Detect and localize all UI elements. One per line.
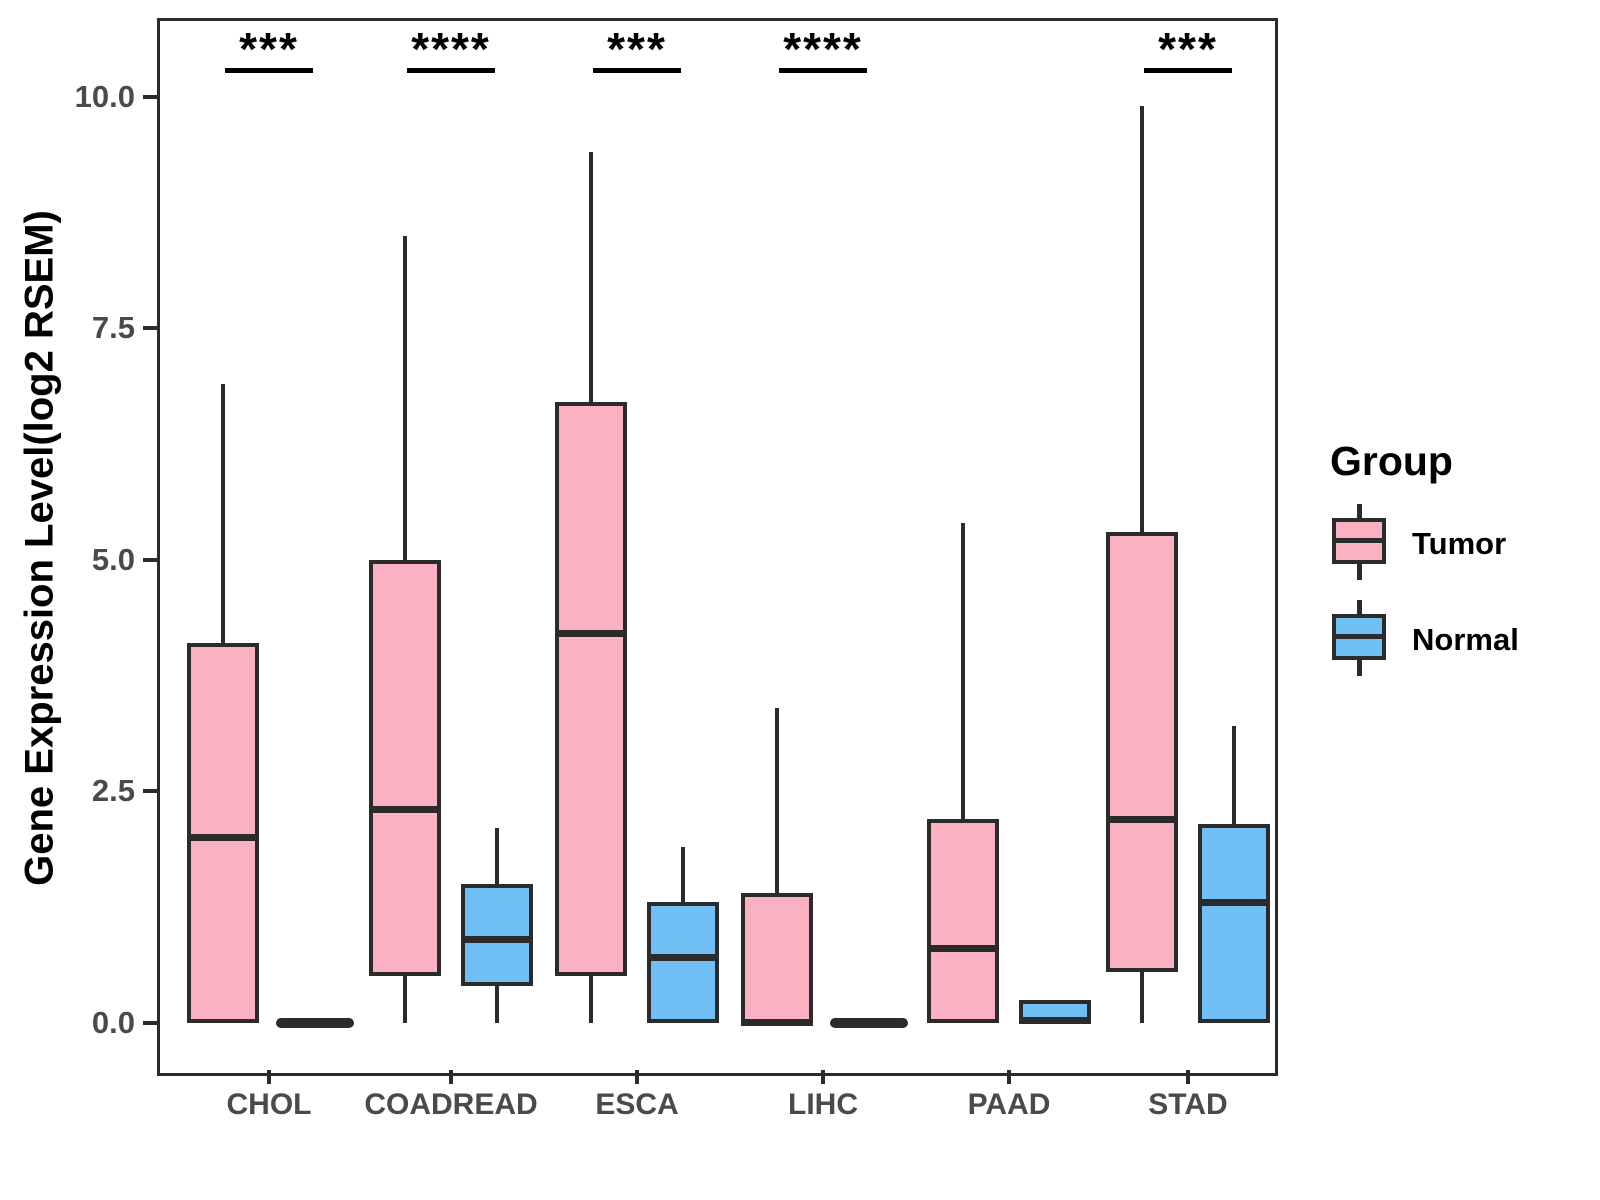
boxplot-stad-tumor-upper-whisker bbox=[1140, 105, 1144, 532]
legend-glyph-upper-whisker bbox=[1356, 504, 1362, 518]
legend-entry-normal: Normal bbox=[1330, 599, 1519, 681]
x-tick-label: ESCA bbox=[595, 1088, 679, 1121]
boxplot-lihc-tumor-box bbox=[741, 893, 813, 1023]
legend-title: Group bbox=[1330, 438, 1453, 484]
x-tick-label: STAD bbox=[1148, 1088, 1228, 1121]
significance-bar-chol bbox=[225, 68, 313, 73]
y-tick-label: 10.0 bbox=[74, 78, 135, 114]
boxplot-stad-tumor-box bbox=[1106, 531, 1178, 972]
y-tick-label: 2.5 bbox=[91, 773, 135, 809]
legend-glyph-median bbox=[1332, 538, 1386, 543]
boxplot-coadread-tumor-median bbox=[369, 806, 441, 814]
y-tick-mark bbox=[143, 94, 157, 99]
boxplot-coadread-normal-median bbox=[461, 935, 533, 943]
boxplot-stad-normal-box bbox=[1198, 823, 1270, 1023]
boxplot-paad-normal-median bbox=[1019, 1017, 1091, 1025]
legend-glyph-median bbox=[1332, 634, 1386, 639]
legend-entries: Tumor Normal bbox=[1330, 503, 1519, 681]
y-tick-label: 7.5 bbox=[91, 310, 135, 346]
boxplot-esca-tumor-lower-whisker bbox=[589, 976, 593, 1023]
boxplot-esca-normal-box bbox=[647, 902, 719, 1023]
legend-glyph-lower-whisker bbox=[1356, 564, 1362, 580]
significance-bar-coadread bbox=[407, 68, 495, 73]
y-tick-label: 5.0 bbox=[91, 541, 135, 577]
boxplot-chol-tumor-upper-whisker bbox=[221, 383, 225, 644]
boxplot-lihc-tumor-upper-whisker bbox=[775, 707, 779, 894]
x-tick-mark bbox=[267, 1070, 271, 1084]
significance-bar-esca bbox=[593, 68, 681, 73]
boxplot-coadread-normal-lower-whisker bbox=[495, 985, 499, 1023]
significance-stars-lihc: **** bbox=[783, 23, 863, 75]
plot-panel bbox=[157, 18, 1278, 1076]
legend: Group Tumor Normal bbox=[1330, 438, 1519, 695]
boxplot-esca-tumor-box bbox=[555, 402, 627, 977]
y-tick-mark bbox=[143, 326, 157, 331]
x-tick-label: LIHC bbox=[788, 1088, 858, 1121]
boxplot-coadread-normal-upper-whisker bbox=[495, 828, 499, 884]
boxplot-chol-tumor-median bbox=[187, 834, 259, 842]
y-tick-label: 0.0 bbox=[91, 1004, 135, 1040]
legend-boxplot-icon bbox=[1330, 600, 1388, 680]
significance-bar-stad bbox=[1144, 68, 1232, 73]
boxplot-coadread-tumor-box bbox=[369, 559, 441, 977]
boxplot-coadread-tumor-lower-whisker bbox=[403, 976, 407, 1023]
x-tick-label: PAAD bbox=[967, 1088, 1051, 1121]
boxplot-coadread-normal-box bbox=[461, 883, 533, 986]
x-tick-mark bbox=[1186, 1070, 1190, 1084]
legend-label: Tumor bbox=[1412, 526, 1507, 561]
boxplot-esca-normal-upper-whisker bbox=[681, 846, 685, 903]
boxplot-esca-tumor-upper-whisker bbox=[589, 152, 593, 403]
boxplot-esca-tumor-median bbox=[555, 630, 627, 638]
boxplot-esca-normal-median bbox=[647, 954, 719, 962]
significance-bar-lihc bbox=[779, 68, 867, 73]
legend-glyph-upper-whisker bbox=[1356, 600, 1362, 614]
boxplot-stad-tumor-median bbox=[1106, 815, 1178, 823]
y-tick-mark bbox=[143, 557, 157, 562]
x-tick-mark bbox=[635, 1070, 639, 1084]
boxplot-chol-normal-flat bbox=[276, 1017, 354, 1028]
significance-stars-coadread: **** bbox=[411, 23, 491, 75]
x-tick-label: COADREAD bbox=[364, 1088, 538, 1121]
x-tick-mark bbox=[821, 1070, 825, 1084]
legend-label: Normal bbox=[1412, 622, 1519, 657]
legend-boxplot-icon bbox=[1330, 504, 1388, 584]
boxplot-stad-normal-median bbox=[1198, 898, 1270, 906]
boxplot-paad-tumor-median bbox=[927, 945, 999, 953]
x-tick-mark bbox=[1007, 1070, 1011, 1084]
significance-stars-stad: *** bbox=[1158, 23, 1218, 75]
significance-stars-chol: *** bbox=[239, 23, 299, 75]
boxplot-chol-tumor-box bbox=[187, 643, 259, 1023]
legend-entry-tumor: Tumor bbox=[1330, 503, 1519, 585]
boxplot-stad-tumor-lower-whisker bbox=[1140, 971, 1144, 1023]
y-tick-mark bbox=[143, 1020, 157, 1025]
significance-stars-esca: *** bbox=[607, 23, 667, 75]
boxplot-lihc-normal-flat bbox=[830, 1017, 908, 1028]
x-tick-label: CHOL bbox=[226, 1088, 312, 1121]
boxplot-stad-normal-upper-whisker bbox=[1232, 726, 1236, 824]
y-tick-mark bbox=[143, 789, 157, 794]
boxplot-paad-tumor-box bbox=[927, 819, 999, 1023]
boxplot-lihc-tumor-median bbox=[741, 1019, 813, 1027]
boxplot-paad-tumor-upper-whisker bbox=[961, 522, 965, 820]
x-tick-mark bbox=[449, 1070, 453, 1084]
legend-glyph-lower-whisker bbox=[1356, 660, 1362, 676]
boxplot-coadread-tumor-upper-whisker bbox=[403, 235, 407, 560]
